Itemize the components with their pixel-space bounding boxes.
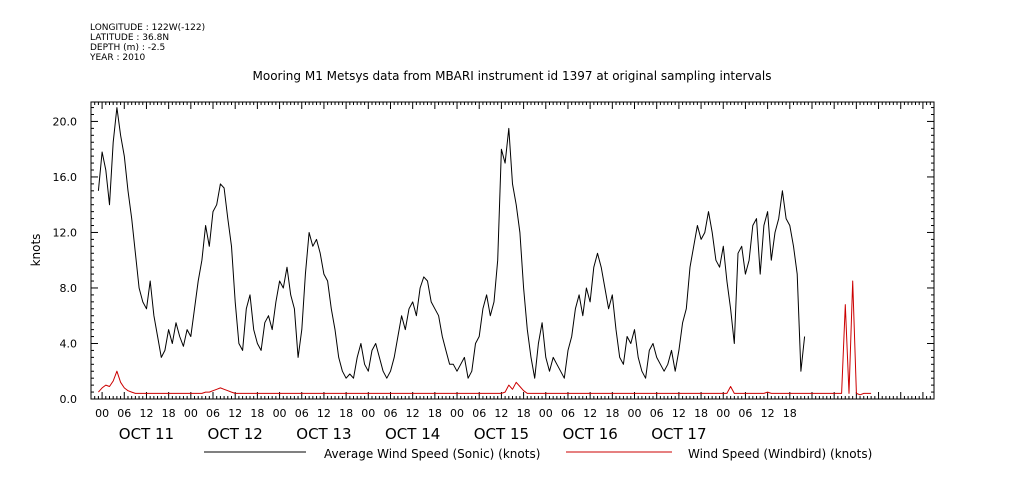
x-tick-label: 06	[738, 407, 752, 420]
day-label: OCT 12	[208, 425, 263, 443]
y-axis: 0.0 4.0 8.0 12.0 16.0 20.0	[53, 107, 934, 406]
x-tick-label: 06	[383, 407, 397, 420]
day-label: OCT 13	[296, 425, 351, 443]
series-line-windbird	[98, 280, 872, 396]
x-tick-label: 00	[184, 407, 198, 420]
chart-title: Mooring M1 Metsys data from MBARI instru…	[253, 69, 772, 83]
x-tick-label: 00	[273, 407, 287, 420]
x-tick-label: 12	[139, 407, 153, 420]
x-tick-label: 00	[716, 407, 730, 420]
x-tick-label: 06	[561, 407, 575, 420]
x-tick-label: 12	[406, 407, 420, 420]
legend-label-windbird: Wind Speed (Windbird) (knots)	[688, 447, 872, 461]
x-tick-label: 18	[250, 407, 264, 420]
plot-frame	[90, 101, 935, 400]
x-tick-label: 06	[650, 407, 664, 420]
x-tick-label: 18	[162, 407, 176, 420]
y-tick-label: 16.0	[53, 171, 78, 184]
x-tick-label: 18	[517, 407, 531, 420]
x-tick-label: 12	[583, 407, 597, 420]
x-tick-label: 12	[317, 407, 331, 420]
x-tick-label: 00	[628, 407, 642, 420]
day-label: OCT 17	[651, 425, 706, 443]
y-tick-label: 8.0	[60, 282, 78, 295]
x-tick-label: 00	[539, 407, 553, 420]
y-axis-label: knots	[29, 234, 43, 267]
series-layer	[97, 107, 872, 396]
x-tick-label: 06	[295, 407, 309, 420]
x-tick-label: 06	[117, 407, 131, 420]
longitude-label: LONGITUDE : 122W(-122)	[90, 23, 206, 33]
series-line-sonic	[97, 107, 806, 379]
legend-label-sonic: Average Wind Speed (Sonic) (knots)	[324, 447, 540, 461]
metadata-block: LONGITUDE : 122W(-122) LATITUDE : 36.8N …	[90, 23, 205, 63]
x-tick-label: 12	[672, 407, 686, 420]
x-tick-label: 00	[361, 407, 375, 420]
x-tick-label: 12	[494, 407, 508, 420]
x-tick-label: 18	[339, 407, 353, 420]
x-tick-label: 12	[761, 407, 775, 420]
y-tick-label: 4.0	[60, 337, 78, 350]
x-tick-label: 06	[472, 407, 486, 420]
y-tick-label: 20.0	[53, 115, 78, 128]
x-tick-label: 12	[228, 407, 242, 420]
x-tick-label: 18	[694, 407, 708, 420]
x-tick-label: 00	[450, 407, 464, 420]
latitude-label: LATITUDE : 36.8N	[90, 33, 170, 43]
x-tick-label: 00	[95, 407, 109, 420]
day-label: OCT 16	[562, 425, 617, 443]
x-tick-label: 18	[783, 407, 797, 420]
x-tick-label: 18	[428, 407, 442, 420]
legend: Average Wind Speed (Sonic) (knots) Wind …	[204, 447, 872, 461]
y-tick-label: 12.0	[53, 226, 78, 239]
x-axis: 00 06 12 18 00 06 12 18 00 06 12 18 00 06 12 18 00 06 12 18…	[90, 102, 935, 443]
y-tick-label: 0.0	[60, 393, 78, 406]
x-tick-label: 06	[206, 407, 220, 420]
year-label: YEAR : 2010	[90, 53, 146, 63]
depth-label: DEPTH (m) : -2.5	[90, 43, 166, 53]
x-tick-label: 18	[605, 407, 619, 420]
day-label: OCT 15	[474, 425, 529, 443]
day-label: OCT 14	[385, 425, 440, 443]
day-label: OCT 11	[119, 425, 174, 443]
